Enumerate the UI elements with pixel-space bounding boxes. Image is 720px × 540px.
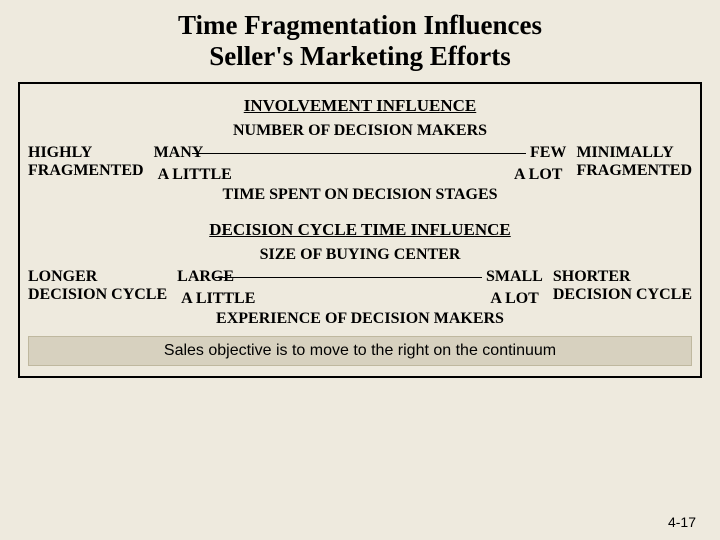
- diagram-frame: INVOLVEMENT INFLUENCE NUMBER OF DECISION…: [18, 82, 702, 378]
- row2-left: A LITTLE: [158, 166, 232, 184]
- section1-row2: A LITTLE A LOT: [154, 166, 567, 184]
- title-line-2: Seller's Marketing Efforts: [209, 41, 510, 71]
- section2-under: EXPERIENCE OF DECISION MAKERS: [177, 310, 543, 328]
- objective-bar: Sales objective is to move to the right …: [28, 336, 692, 366]
- arrow-line-icon: [192, 153, 529, 154]
- section2-left-label: LONGER DECISION CYCLE: [28, 268, 167, 305]
- title-line-1: Time Fragmentation Influences: [178, 10, 542, 40]
- section2-arrow: LARGE SMALL: [177, 268, 543, 288]
- page-title: Time Fragmentation Influences Seller's M…: [18, 10, 702, 72]
- section2-right-label: SHORTER DECISION CYCLE: [553, 268, 692, 305]
- section1-center: MANY FEW A LITTLE A LOT TIME SPENT ON DE…: [148, 144, 573, 204]
- section2-sub: SIZE OF BUYING CENTER: [28, 246, 692, 264]
- arrow-line-icon: [215, 277, 505, 278]
- section1-sub: NUMBER OF DECISION MAKERS: [28, 122, 692, 140]
- row2-right: A LOT: [514, 166, 562, 184]
- row2-left: A LITTLE: [181, 290, 255, 308]
- arrow-right-small: SMALL: [482, 268, 543, 286]
- section2-continuum: LONGER DECISION CYCLE LARGE SMALL A LITT…: [28, 268, 692, 328]
- section1-under: TIME SPENT ON DECISION STAGES: [154, 186, 567, 204]
- section2-row2: A LITTLE A LOT: [177, 290, 543, 308]
- section1-right-label: MINIMALLY FRAGMENTED: [576, 144, 692, 181]
- section2-heading: DECISION CYCLE TIME INFLUENCE: [28, 220, 692, 240]
- section1-heading: INVOLVEMENT INFLUENCE: [28, 96, 692, 116]
- page-number: 4-17: [668, 514, 696, 530]
- section1-continuum: HIGHLY FRAGMENTED MANY FEW A LITTLE A LO…: [28, 144, 692, 204]
- section2-center: LARGE SMALL A LITTLE A LOT EXPERIENCE OF…: [171, 268, 549, 328]
- arrow-right-few: FEW: [526, 144, 566, 162]
- row2-right: A LOT: [490, 290, 538, 308]
- section1-arrow: MANY FEW: [154, 144, 567, 164]
- section1-left-label: HIGHLY FRAGMENTED: [28, 144, 144, 181]
